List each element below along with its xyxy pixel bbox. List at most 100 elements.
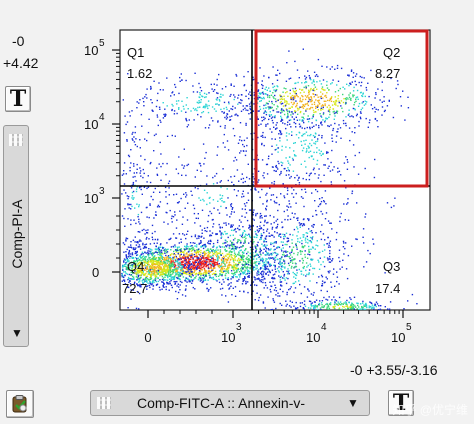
y-axis-selector[interactable]: Comp-PI-A ▼ xyxy=(3,125,29,347)
event-dot xyxy=(223,107,225,110)
event-dot xyxy=(207,248,209,250)
event-dot xyxy=(352,107,355,110)
y-tick-label-2: 10 xyxy=(84,117,98,132)
event-dot xyxy=(169,258,172,261)
event-dot xyxy=(309,108,311,110)
event-dot xyxy=(337,128,339,130)
event-dot xyxy=(312,258,314,261)
event-dot xyxy=(242,108,245,111)
event-dot xyxy=(212,264,214,266)
event-dot xyxy=(292,103,294,106)
event-dot xyxy=(263,172,265,174)
event-dot xyxy=(138,102,140,104)
event-dot xyxy=(160,259,163,262)
event-dot xyxy=(167,268,170,270)
event-dot xyxy=(306,103,309,105)
chevron-down-icon[interactable]: ▼ xyxy=(11,326,23,340)
text-tool-button-x[interactable]: T xyxy=(388,390,414,416)
event-dot xyxy=(333,306,335,308)
event-dot xyxy=(258,230,260,232)
event-dot xyxy=(377,126,379,128)
event-dot xyxy=(224,263,226,265)
event-dot xyxy=(301,120,303,122)
event-dot xyxy=(265,123,267,126)
event-dot xyxy=(345,303,347,305)
event-dot xyxy=(295,82,297,84)
event-dot xyxy=(243,278,245,280)
event-dot xyxy=(222,242,224,245)
event-dot xyxy=(288,103,290,105)
event-dot xyxy=(258,228,260,230)
event-dot xyxy=(139,167,141,169)
event-dot xyxy=(236,280,238,282)
event-dot xyxy=(317,138,319,140)
event-dot xyxy=(257,272,260,274)
event-dot xyxy=(194,222,196,224)
event-dot xyxy=(178,92,180,95)
event-dot xyxy=(307,307,310,309)
event-dot xyxy=(362,300,364,303)
event-dot xyxy=(230,225,232,227)
event-dot xyxy=(351,245,353,247)
event-dot xyxy=(293,154,296,156)
event-dot xyxy=(230,256,233,258)
event-dot xyxy=(333,118,335,120)
event-dot xyxy=(146,187,148,190)
event-dot xyxy=(130,274,132,276)
event-dot xyxy=(273,115,276,118)
event-dot xyxy=(186,120,188,122)
event-dot xyxy=(324,89,326,91)
event-dot xyxy=(212,223,215,225)
event-dot xyxy=(237,267,239,270)
event-dot xyxy=(164,252,166,254)
event-dot xyxy=(176,280,178,283)
event-dot xyxy=(187,264,189,266)
event-dot xyxy=(258,179,260,181)
event-dot xyxy=(223,268,225,270)
event-dot xyxy=(292,113,294,115)
event-dot xyxy=(284,167,286,170)
event-dot xyxy=(334,115,336,117)
event-dot xyxy=(147,255,150,257)
event-dot xyxy=(175,290,177,293)
event-dot xyxy=(125,173,127,175)
event-dot xyxy=(241,246,243,248)
event-dot xyxy=(381,101,383,103)
event-dot xyxy=(248,178,251,180)
copy-layout-button[interactable] xyxy=(6,390,34,418)
event-dot xyxy=(136,260,139,263)
event-dot xyxy=(216,255,218,258)
event-dot xyxy=(270,264,272,267)
event-dot xyxy=(234,257,236,259)
event-dot xyxy=(356,202,358,204)
event-dot xyxy=(247,276,249,278)
x-axis-selector[interactable]: Comp-FITC-A :: Annexin-v- ▼ xyxy=(90,390,370,416)
event-dot xyxy=(200,99,202,101)
event-dot xyxy=(231,267,233,269)
event-dot xyxy=(185,280,187,282)
event-dot xyxy=(158,264,160,266)
event-dot xyxy=(353,308,355,310)
event-dot xyxy=(143,105,145,107)
dot-plot[interactable]: Q1 1.62 Q2 8.27 Q3 17.4 Q4 72.7 010 310 41… xyxy=(0,0,474,360)
event-dot xyxy=(127,278,129,281)
event-dot xyxy=(250,240,252,243)
event-dot xyxy=(308,245,310,248)
event-dot xyxy=(236,265,238,267)
event-dot xyxy=(192,262,195,264)
event-dot xyxy=(266,258,268,260)
event-dot xyxy=(264,265,267,267)
event-dot xyxy=(314,143,317,145)
event-dot xyxy=(225,245,228,247)
chevron-down-icon[interactable]: ▼ xyxy=(347,396,359,410)
event-dot xyxy=(303,223,305,225)
event-dot xyxy=(276,232,278,234)
event-dot xyxy=(174,211,176,213)
event-dot xyxy=(203,105,205,108)
event-dot xyxy=(152,288,154,290)
event-dot xyxy=(381,89,383,92)
event-dot xyxy=(294,111,296,114)
event-dot xyxy=(287,268,289,270)
text-tool-button[interactable]: T xyxy=(5,86,31,112)
event-dot xyxy=(238,225,240,227)
